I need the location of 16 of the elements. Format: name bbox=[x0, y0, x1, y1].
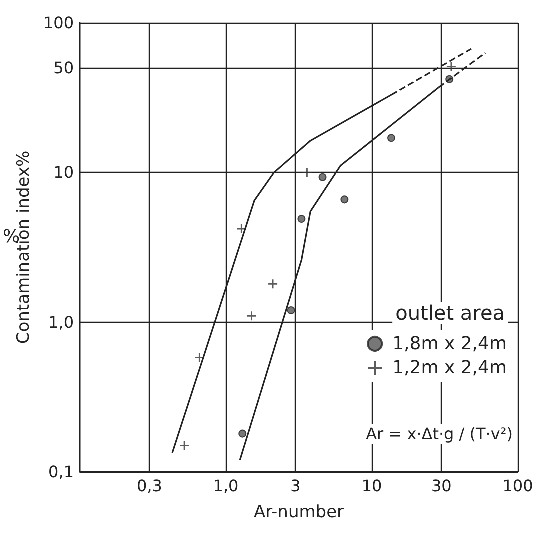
x-axis-title: Ar-number bbox=[254, 502, 344, 522]
y-tick-label: 0,1 bbox=[48, 462, 74, 482]
x-tick-label: 10 bbox=[362, 476, 382, 496]
y-tick-label: 50 bbox=[54, 58, 74, 78]
y-tick-label: 1,0 bbox=[48, 312, 74, 332]
annotation: Ar = x·Δt·g / (T·v²) bbox=[366, 424, 513, 444]
x-tick-label: 30 bbox=[431, 476, 452, 496]
y-tick-label: 100 bbox=[43, 14, 74, 32]
legend-label: 1,2m x 2,4m bbox=[392, 358, 508, 378]
legend-title: outlet area bbox=[396, 301, 506, 325]
legend-label: 1,8m x 2,4m bbox=[392, 334, 508, 354]
x-tick-label: 0,3 bbox=[136, 476, 162, 496]
x-tick-label: 3 bbox=[290, 476, 301, 496]
x-tick-label: 1,0 bbox=[213, 476, 239, 496]
x-tick-label: 100 bbox=[502, 476, 534, 496]
y-tick-label: 10 bbox=[54, 163, 74, 182]
